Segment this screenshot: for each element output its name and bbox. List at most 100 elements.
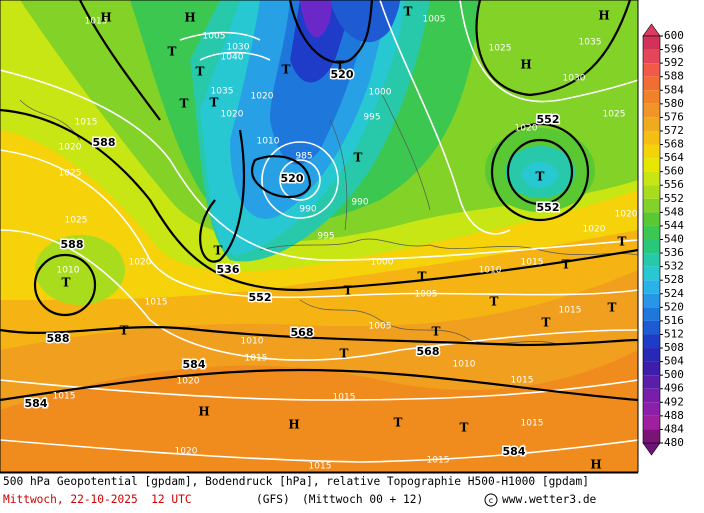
colorbar-band bbox=[643, 103, 660, 118]
pressure-center: T bbox=[542, 316, 551, 330]
colorbar-tick-label: 576 bbox=[664, 110, 684, 123]
isobar-label: 1035 bbox=[211, 87, 234, 97]
colorbar-top-arrow bbox=[642, 23, 661, 37]
isobar-label: 990 bbox=[351, 198, 368, 208]
geopotential-label-halo: 520 bbox=[281, 172, 304, 185]
colorbar-band bbox=[643, 225, 660, 240]
isobar-label: 1000 bbox=[371, 258, 394, 268]
isobar-label: 1015 bbox=[333, 393, 356, 403]
isobar-label: 1030 bbox=[563, 74, 586, 84]
geopotential-lines bbox=[0, 0, 638, 402]
pressure-center: T bbox=[344, 284, 353, 298]
colorbar-band bbox=[643, 293, 660, 308]
isobar-label: 985 bbox=[295, 152, 312, 162]
pressure-center: T bbox=[282, 63, 291, 77]
colorbar-tick-label: 524 bbox=[664, 287, 684, 300]
isobar-label: 1015 bbox=[75, 118, 98, 128]
colorbar-band bbox=[643, 307, 660, 321]
isobar-label: 1015 bbox=[521, 419, 544, 429]
colorbar-tick-label: 480 bbox=[664, 436, 684, 449]
colorbar-band bbox=[643, 212, 660, 226]
geopotential-label: 520 bbox=[281, 172, 304, 185]
colorbar-tick-label: 488 bbox=[664, 409, 684, 422]
pressure-center: H bbox=[590, 458, 601, 472]
colorbar-tick-label: 548 bbox=[664, 205, 684, 218]
colorbar-band bbox=[643, 402, 660, 416]
colorbar-band bbox=[643, 90, 660, 104]
isobar-label: 1015 bbox=[427, 456, 450, 466]
isobar-label: 1010 bbox=[241, 337, 264, 347]
isobar-label: 1020 bbox=[251, 92, 274, 102]
isobar-label: 1005 bbox=[415, 290, 438, 300]
isobar-label: 1025 bbox=[65, 216, 88, 226]
colorbar-band bbox=[643, 280, 660, 294]
geopotential-label-halo: 584 bbox=[183, 358, 206, 371]
footer-source: www.wetter3.de bbox=[502, 493, 597, 506]
colorbar-tick-label: 584 bbox=[664, 83, 684, 96]
pressure-center: H bbox=[598, 9, 609, 23]
colorbar-tick-label: 500 bbox=[664, 368, 684, 381]
colorbar-tick-label: 544 bbox=[664, 219, 684, 232]
colorbar-tick-label: 552 bbox=[664, 192, 684, 205]
isobar-label: 1020 bbox=[129, 258, 152, 268]
geopotential-label-halo: 584 bbox=[503, 445, 526, 458]
geopotential-label: 520 bbox=[331, 68, 354, 81]
geopotential-label: 588 bbox=[61, 238, 84, 251]
isobar-label: 1035 bbox=[579, 38, 602, 48]
isobar-label: 1020 bbox=[175, 447, 198, 457]
isobar-label: 1020 bbox=[515, 124, 538, 134]
colorbar-tick-label: 484 bbox=[664, 422, 684, 435]
isobar-label: 1005 bbox=[369, 322, 392, 332]
isobar-label: 1015 bbox=[85, 17, 108, 27]
isobar-label: 1010 bbox=[453, 360, 476, 370]
isobar-label: 1015 bbox=[511, 376, 534, 386]
pressure-center: H bbox=[520, 58, 531, 72]
pressure-center: T bbox=[490, 295, 499, 309]
colorbar-tick-label: 512 bbox=[664, 327, 684, 340]
pressure-center: T bbox=[120, 324, 129, 338]
colorbar-band bbox=[643, 158, 660, 172]
geopotential-label-halo: 552 bbox=[537, 113, 560, 126]
pressure-center: H bbox=[184, 11, 195, 25]
colorbar-tick-label: 508 bbox=[664, 341, 684, 354]
isobar-label: 1020 bbox=[615, 210, 638, 220]
colorbar-tick-label: 564 bbox=[664, 151, 684, 164]
colorbar-band bbox=[643, 334, 660, 349]
footer-description: 500 hPa Geopotential [gpdam], Bodendruck… bbox=[3, 475, 589, 488]
pressure-center: T bbox=[210, 96, 219, 110]
colorbar-tick-label: 536 bbox=[664, 246, 684, 259]
colorbar-band bbox=[643, 130, 660, 145]
coastlines bbox=[19, 89, 638, 346]
colorbar-tick-label: 496 bbox=[664, 382, 684, 395]
geopotential-label: 552 bbox=[249, 291, 272, 304]
geopotential-label-halo: 536 bbox=[217, 263, 240, 276]
colorbar-tick-label: 592 bbox=[664, 56, 684, 69]
pressure-center: H bbox=[100, 11, 111, 25]
footer-run: (Mittwoch 00 + 12) bbox=[302, 493, 423, 506]
footer-date: Mittwoch, 22-10-2025 12 UTC bbox=[3, 493, 192, 506]
isobar-label: 1000 bbox=[369, 88, 392, 98]
geopotential-label-halo: 588 bbox=[47, 332, 70, 345]
isobar-label: 1025 bbox=[489, 44, 512, 54]
colorbar-tick-label: 520 bbox=[664, 300, 684, 313]
colorbar-band bbox=[643, 36, 660, 50]
pressure-center: T bbox=[214, 244, 223, 258]
geopotential-label: 568 bbox=[291, 326, 314, 339]
colorbar-bottom-arrow bbox=[642, 442, 661, 456]
geopotential-label: 568 bbox=[417, 345, 440, 358]
colorbar-band bbox=[643, 388, 660, 403]
colorbar-band bbox=[643, 429, 660, 443]
colorbar-band bbox=[643, 361, 660, 376]
colorbar-tick-label: 560 bbox=[664, 165, 684, 178]
colorbar-band bbox=[643, 198, 660, 213]
colorbar-band bbox=[643, 320, 660, 335]
pressure-center: T bbox=[536, 170, 545, 184]
isobar-label: 995 bbox=[317, 232, 334, 242]
geopotential-label-halo: 552 bbox=[537, 201, 560, 214]
isobar-label: 1015 bbox=[559, 306, 582, 316]
isobars bbox=[0, 0, 638, 463]
colorbar-tick-label: 504 bbox=[664, 355, 684, 368]
band-purple bbox=[300, 0, 333, 38]
geopotential-label: 584 bbox=[25, 397, 48, 410]
colorbar-band bbox=[643, 415, 660, 430]
